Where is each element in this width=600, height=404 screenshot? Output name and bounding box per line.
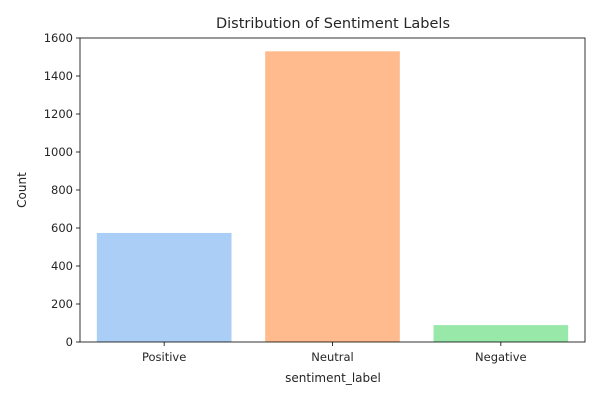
y-axis-label: Count — [15, 172, 29, 208]
y-tick-label: 1600 — [44, 31, 73, 45]
y-tick-label: 200 — [51, 297, 73, 311]
x-tick-label: Negative — [475, 350, 527, 364]
x-tick-label: Positive — [142, 350, 186, 364]
y-tick-label: 400 — [51, 259, 73, 273]
x-axis-ticks: Positive Neutral Negative — [142, 342, 527, 364]
x-tick-label: Neutral — [311, 350, 353, 364]
bar-neutral — [265, 51, 400, 343]
y-tick-label: 800 — [51, 183, 73, 197]
y-tick-label: 600 — [51, 221, 73, 235]
plot-frame — [79, 37, 586, 343]
y-tick-label: 1400 — [44, 69, 73, 83]
y-tick-label: 0 — [66, 335, 73, 349]
bar-negative — [433, 325, 569, 342]
y-tick-label: 1200 — [44, 107, 73, 121]
y-tick-label: 1000 — [44, 145, 73, 159]
bar-positive — [96, 232, 232, 342]
chart-title: Distribution of Sentiment Labels — [216, 16, 450, 32]
bars — [96, 51, 569, 343]
x-axis-label: sentiment_label — [285, 371, 381, 385]
y-axis-ticks: 0 200 400 600 800 1000 1200 1400 1600 — [44, 31, 80, 349]
